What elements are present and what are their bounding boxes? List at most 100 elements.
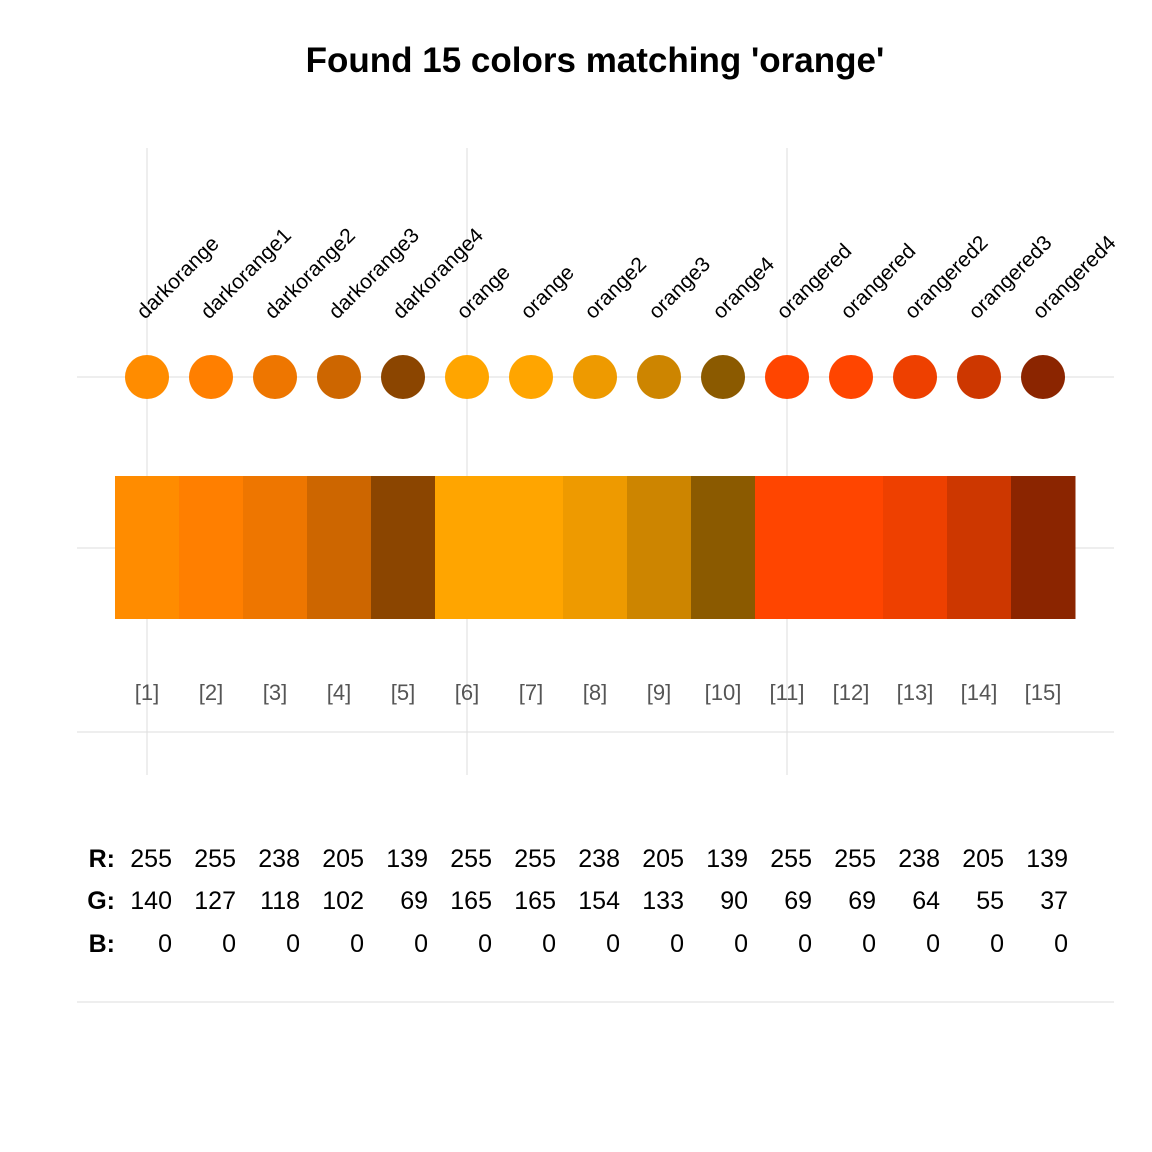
- color-index-labels: [1] [2] [3] [4] [5] [6] [7] [8] [9] [10] [11] [12] […: [135, 680, 1062, 705]
- blue-value: 0: [990, 930, 1004, 958]
- blue-row-label: B:: [89, 930, 115, 958]
- color-dot: [573, 355, 617, 399]
- blue-value: 0: [350, 930, 364, 958]
- color-bar-segment: [1011, 476, 1076, 619]
- red-value: 255: [450, 845, 492, 873]
- green-value: 127: [194, 887, 236, 915]
- color-bar-strip: [115, 476, 1076, 619]
- green-row-label: G:: [87, 887, 115, 915]
- blue-value: 0: [286, 930, 300, 958]
- blue-value: 0: [606, 930, 620, 958]
- red-value: 139: [386, 845, 428, 873]
- color-bar-segment: [883, 476, 948, 619]
- red-value: 238: [898, 845, 940, 873]
- color-bar-segment: [307, 476, 372, 619]
- color-dot: [125, 355, 169, 399]
- green-value: 140: [130, 887, 172, 915]
- blue-value: 0: [478, 930, 492, 958]
- color-bar-segment: [627, 476, 692, 619]
- color-bar-segment: [435, 476, 500, 619]
- color-dot: [253, 355, 297, 399]
- color-dot: [189, 355, 233, 399]
- green-value: 118: [260, 887, 300, 915]
- color-dot: [445, 355, 489, 399]
- green-value: 69: [784, 887, 812, 915]
- color-index-label: [12]: [833, 680, 870, 705]
- color-index-label: [15]: [1025, 680, 1062, 705]
- rgb-value-table: 255 140 0 255 127 0 238 118 0 205 102 0 139 69 0 255 165…: [87, 845, 1068, 958]
- color-index-label: [14]: [961, 680, 998, 705]
- color-dot: [701, 355, 745, 399]
- color-index-label: [3]: [263, 680, 287, 705]
- green-value: 102: [322, 887, 364, 915]
- color-dot: [1021, 355, 1065, 399]
- blue-value: 0: [414, 930, 428, 958]
- color-dot: [317, 355, 361, 399]
- blue-value: 0: [1054, 930, 1068, 958]
- color-name-label: orange4: [708, 253, 779, 324]
- color-name-labels: darkorangedarkorange1darkorange2darkoran…: [132, 224, 1120, 324]
- color-bar-segment: [179, 476, 244, 619]
- color-bar-segment: [371, 476, 436, 619]
- green-value: 133: [642, 887, 684, 915]
- green-value: 55: [976, 887, 1004, 915]
- color-bar-segment: [819, 476, 884, 619]
- red-value: 255: [770, 845, 812, 873]
- color-bar-segment: [499, 476, 564, 619]
- color-dots: [125, 355, 1065, 399]
- color-index-label: [5]: [391, 680, 415, 705]
- color-bar-segment: [243, 476, 308, 619]
- blue-value: 0: [542, 930, 556, 958]
- chart-title: Found 15 colors matching 'orange': [306, 41, 885, 80]
- color-index-label: [11]: [769, 680, 804, 705]
- red-value: 255: [834, 845, 876, 873]
- color-bar-segment: [563, 476, 628, 619]
- color-index-label: [1]: [135, 680, 159, 705]
- green-value: 64: [912, 887, 940, 915]
- color-name-label: orange: [516, 261, 579, 324]
- red-value: 255: [514, 845, 556, 873]
- color-dot: [829, 355, 873, 399]
- red-value: 205: [642, 845, 684, 873]
- color-bar-segment: [115, 476, 180, 619]
- color-index-label: [13]: [897, 680, 934, 705]
- color-dot: [381, 355, 425, 399]
- red-value: 238: [258, 845, 300, 873]
- color-index-label: [2]: [199, 680, 223, 705]
- green-value: 69: [400, 887, 428, 915]
- green-value: 90: [720, 887, 748, 915]
- blue-value: 0: [926, 930, 940, 958]
- blue-value: 0: [862, 930, 876, 958]
- red-value: 205: [962, 845, 1004, 873]
- blue-value: 0: [222, 930, 236, 958]
- color-name-label: orange: [452, 261, 515, 324]
- color-dot: [509, 355, 553, 399]
- green-value: 165: [450, 887, 492, 915]
- color-dot: [765, 355, 809, 399]
- red-value: 139: [706, 845, 748, 873]
- blue-value: 0: [670, 930, 684, 958]
- color-name-label: orange3: [644, 253, 715, 324]
- blue-value: 0: [734, 930, 748, 958]
- red-value: 205: [322, 845, 364, 873]
- blue-value: 0: [158, 930, 172, 958]
- color-index-label: [6]: [455, 680, 479, 705]
- color-bar-segment: [755, 476, 820, 619]
- red-value: 139: [1026, 845, 1068, 873]
- color-name-label: orange2: [580, 253, 651, 324]
- color-dot: [893, 355, 937, 399]
- color-index-label: [9]: [647, 680, 671, 705]
- color-bar-segment: [947, 476, 1012, 619]
- color-bar-segment: [691, 476, 756, 619]
- color-dot: [957, 355, 1001, 399]
- red-value: 255: [194, 845, 236, 873]
- green-value: 37: [1040, 887, 1068, 915]
- color-index-label: [8]: [583, 680, 607, 705]
- red-row-label: R:: [89, 845, 115, 873]
- red-value: 255: [130, 845, 172, 873]
- red-value: 238: [578, 845, 620, 873]
- green-value: 154: [578, 887, 620, 915]
- color-dot: [637, 355, 681, 399]
- color-index-label: [7]: [519, 680, 543, 705]
